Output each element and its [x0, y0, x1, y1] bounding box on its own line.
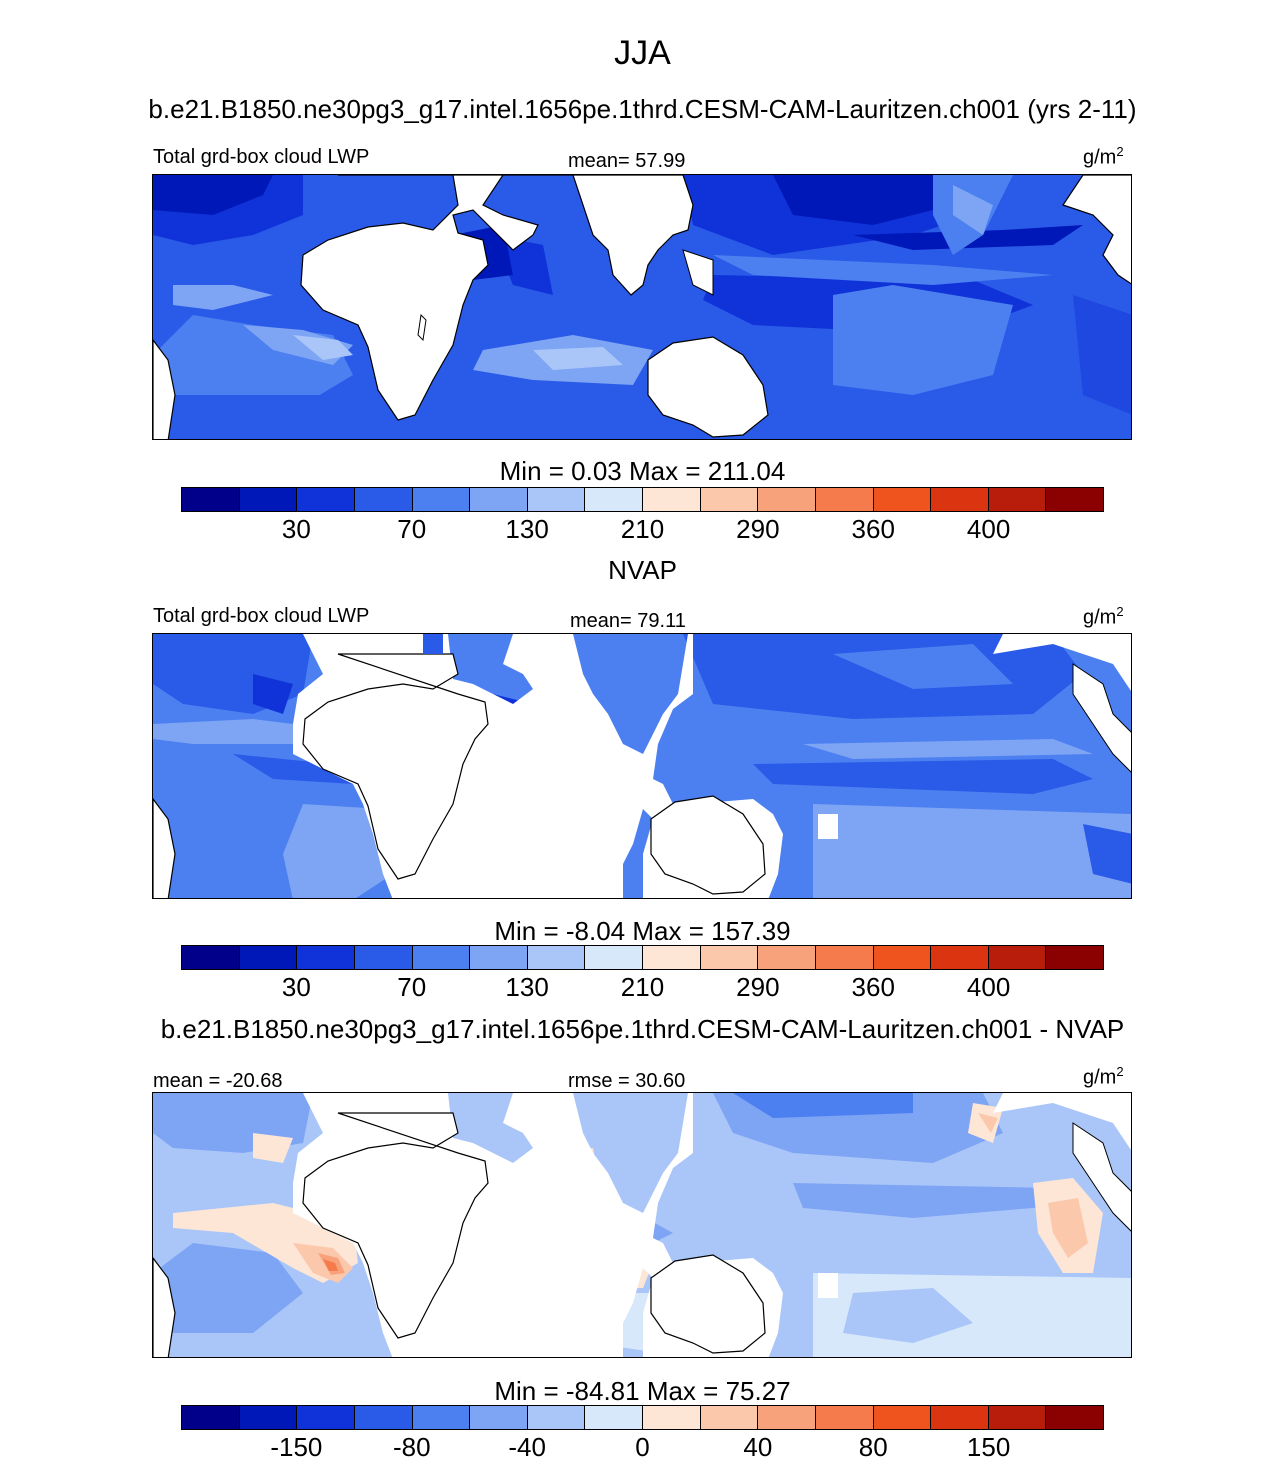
colorbar-tick-label: 210: [620, 972, 665, 1002]
colorbar-tick-label: 400: [966, 972, 1011, 1002]
colorbar-swatch: [354, 946, 413, 969]
colorbar-tick-label: 40: [743, 1432, 773, 1462]
colorbar-swatch: [700, 1406, 759, 1429]
colorbar-swatch: [988, 488, 1047, 511]
colorbar-swatch: [297, 946, 355, 969]
colorbar-swatch: [815, 946, 874, 969]
colorbar-tick-label: 70: [397, 972, 427, 1002]
colorbar-tick-label: 400: [966, 514, 1011, 544]
colorbar-swatch: [873, 488, 932, 511]
colorbar-tick-label: 150: [966, 1432, 1011, 1462]
colorbar-swatch: [354, 1406, 413, 1429]
colorbar-swatch: [354, 488, 413, 511]
colorbar-swatch: [873, 946, 932, 969]
panel-left-label: Total grd-box cloud LWP: [153, 146, 370, 168]
colorbar-swatch: [182, 488, 240, 511]
colorbar-swatch: [758, 1406, 816, 1429]
colorbar-swatch: [585, 1406, 643, 1429]
colorbar-swatch: [585, 488, 643, 511]
colorbar-tick-label: -40: [508, 1432, 546, 1462]
colorbar-swatch: [815, 488, 874, 511]
colorbar-swatch: [470, 946, 528, 969]
map-model: [152, 174, 1132, 440]
colorbar-swatch: [758, 946, 816, 969]
colorbar-swatch: [527, 1406, 586, 1429]
obs-title: NVAP: [608, 555, 677, 585]
colorbar: [181, 945, 1104, 970]
colorbar-swatch: [931, 1406, 989, 1429]
colorbar-swatch: [527, 488, 586, 511]
colorbar-swatch: [1046, 1406, 1103, 1429]
colorbar-swatch: [700, 488, 759, 511]
colorbar-swatch: [239, 1406, 298, 1429]
panel-center-label: rmse = 30.60: [568, 1070, 686, 1092]
colorbar-swatch: [182, 1406, 240, 1429]
colorbar-tick-label: 130: [505, 514, 549, 544]
minmax-label: Min = -8.04 Max = 157.39: [494, 916, 791, 946]
colorbar-tick-label: 360: [851, 514, 895, 544]
colorbar-swatch: [470, 488, 528, 511]
panel-center-label: mean= 57.99: [568, 150, 686, 172]
colorbar-swatch: [988, 1406, 1047, 1429]
colorbar-swatch: [297, 1406, 355, 1429]
colorbar-swatch: [1046, 946, 1103, 969]
panel-units-label: g/m2: [1083, 1064, 1124, 1089]
colorbar-tick-label: 130: [505, 972, 549, 1002]
colorbar-swatch: [815, 1406, 874, 1429]
colorbar-swatch: [527, 946, 586, 969]
colorbar-swatch: [239, 488, 298, 511]
colorbar-swatch: [873, 1406, 932, 1429]
colorbar-swatch: [182, 946, 240, 969]
colorbar-swatch: [412, 1406, 471, 1429]
colorbar-swatch: [700, 946, 759, 969]
colorbar-swatch: [470, 1406, 528, 1429]
colorbar-tick-label: 80: [858, 1432, 888, 1462]
colorbar: [181, 1405, 1104, 1430]
colorbar-swatch: [1046, 488, 1103, 511]
panel-left-label: mean = -20.68: [153, 1070, 283, 1092]
colorbar-swatch: [412, 946, 471, 969]
panel-center-label: mean= 79.11: [570, 610, 686, 632]
minmax-label: Min = -84.81 Max = 75.27: [494, 1376, 791, 1406]
colorbar-swatch: [239, 946, 298, 969]
colorbar-tick-label: 30: [281, 514, 311, 544]
colorbar-swatch: [643, 1406, 701, 1429]
colorbar-tick-label: 290: [736, 972, 780, 1002]
colorbar-swatch: [643, 488, 701, 511]
colorbar-swatch: [931, 946, 989, 969]
colorbar-tick-label: 30: [281, 972, 311, 1002]
colorbar-swatch: [297, 488, 355, 511]
colorbar-tick-label: -80: [392, 1432, 431, 1462]
colorbar-swatch: [412, 488, 471, 511]
figure-season-title: JJA: [614, 34, 671, 72]
map-diff: [152, 1092, 1132, 1358]
diff-title: b.e21.B1850.ne30pg3_g17.intel.1656pe.1th…: [160, 1014, 1125, 1044]
colorbar-tick-label: 70: [397, 514, 427, 544]
colorbar-tick-label: 360: [851, 972, 895, 1002]
colorbar-tick-label: 210: [620, 514, 665, 544]
figure-run-title: b.e21.B1850.ne30pg3_g17.intel.1656pe.1th…: [148, 94, 1137, 124]
panel-units-label: g/m2: [1083, 144, 1124, 169]
panel-units-label: g/m2: [1083, 604, 1124, 629]
panel-left-label: Total grd-box cloud LWP: [153, 605, 370, 627]
colorbar: [181, 487, 1104, 512]
minmax-label: Min = 0.03 Max = 211.04: [499, 456, 786, 486]
colorbar-tick-label: -150: [270, 1432, 323, 1462]
colorbar-swatch: [585, 946, 643, 969]
colorbar-swatch: [758, 488, 816, 511]
colorbar-swatch: [643, 946, 701, 969]
map-obs: [152, 633, 1132, 899]
colorbar-tick-label: 290: [736, 514, 780, 544]
colorbar-tick-label: 0: [635, 1432, 650, 1462]
colorbar-swatch: [988, 946, 1047, 969]
colorbar-swatch: [931, 488, 989, 511]
